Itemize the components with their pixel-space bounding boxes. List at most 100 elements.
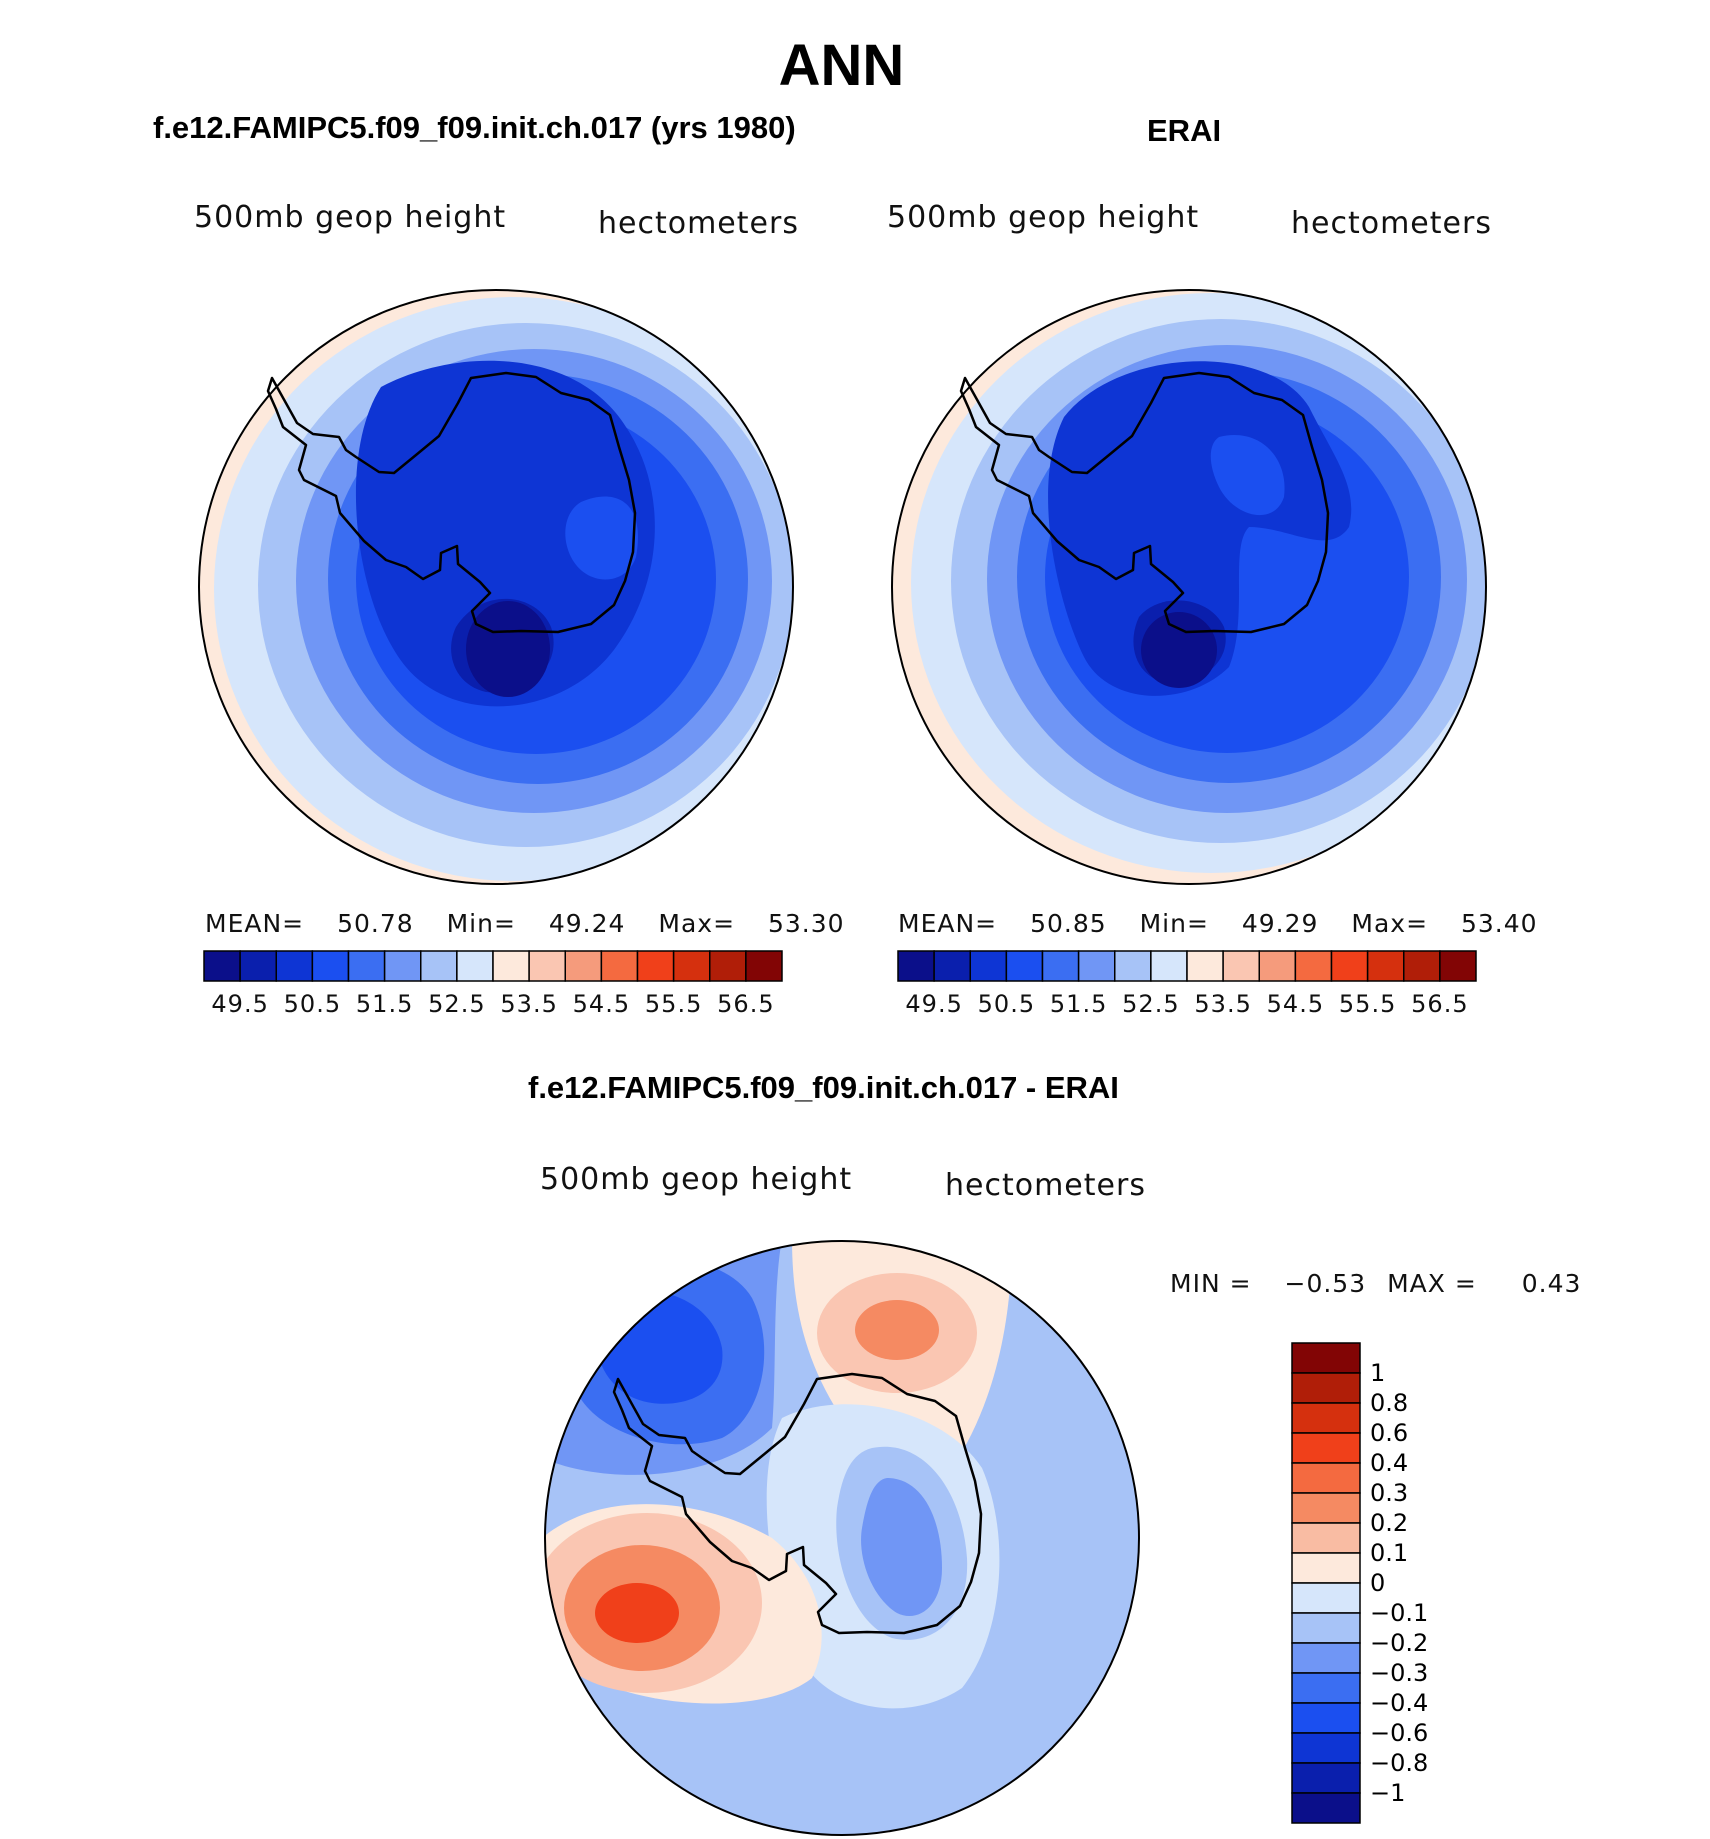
model-mean-value: 50.78 [337, 909, 414, 938]
obs-max-label: Max= [1351, 909, 1429, 938]
colorbar-tick-label: 0.3 [1370, 1479, 1409, 1507]
colorbar-tick-label: 49.5 [211, 990, 269, 1018]
colorbar-swatch [636, 950, 675, 982]
contour-fill [1141, 612, 1217, 688]
diff-minmax: MIN = −0.53 MAX = 0.43 [1170, 1269, 1581, 1298]
colorbar-tick-label: 54.5 [572, 990, 631, 1018]
colorbar-swatch [420, 950, 458, 982]
colorbar-tick-label: 0.6 [1370, 1419, 1409, 1447]
colorbar-tick-label: −0.3 [1370, 1659, 1429, 1687]
colorbar-tick-label: −1 [1370, 1779, 1406, 1807]
map-boundary [198, 289, 794, 885]
colorbar-tick-label: 56.5 [1411, 990, 1469, 1018]
model-colorbar [203, 950, 783, 982]
model-min-label: Min= [446, 909, 516, 938]
figure-title: ANN [778, 33, 905, 98]
diff-map [544, 1240, 1140, 1836]
model-min-value: 49.24 [548, 909, 626, 938]
colorbar-tick-label: 52.5 [1122, 990, 1180, 1018]
colorbar-swatch [933, 950, 971, 982]
colorbar-swatch [1291, 1612, 1361, 1644]
colorbar-swatch [275, 950, 314, 982]
colorbar-swatch [1291, 1432, 1361, 1464]
colorbar-swatch [1005, 950, 1044, 982]
model-variable-label: 500mb geop height [194, 200, 507, 235]
colorbar-swatch [1403, 950, 1441, 982]
obs-max-value: 53.40 [1461, 909, 1538, 938]
model-mean-label: MEAN= [205, 909, 305, 938]
contour-fill [1048, 361, 1352, 696]
diff-variable-label: 500mb geop height [540, 1162, 853, 1197]
colorbar-swatch [1041, 950, 1080, 982]
colorbar-swatch [239, 950, 277, 982]
colorbar-tick-label: 51.5 [1049, 990, 1108, 1018]
colorbar-swatch [203, 950, 241, 982]
colorbar-swatch [1439, 950, 1477, 982]
colorbar-tick-label: 0.8 [1370, 1389, 1409, 1417]
contour-fill [565, 496, 638, 580]
model-units-label: hectometers [598, 206, 799, 241]
coastline [266, 371, 637, 634]
colorbar-tick-label: 51.5 [355, 990, 414, 1018]
obs-min-label: Min= [1139, 909, 1209, 938]
colorbar-swatch [1077, 950, 1116, 982]
obs-stats: MEAN= 50.85 Min= 49.29 Max= 53.40 [898, 909, 1538, 938]
colorbar-swatch [1291, 1732, 1361, 1764]
model-max-label: Max= [658, 909, 736, 938]
colorbar-swatch [745, 950, 783, 982]
colorbar-tick-label: 1 [1370, 1359, 1386, 1387]
colorbar-swatch [1150, 950, 1188, 982]
colorbar-tick-label: 54.5 [1266, 990, 1325, 1018]
colorbar-swatch [492, 950, 530, 982]
colorbar-swatch [1186, 950, 1224, 982]
colorbar-swatch [600, 950, 639, 982]
model-max-value: 53.30 [768, 909, 845, 938]
colorbar-swatch [1291, 1402, 1361, 1434]
colorbar-tick-label: −0.2 [1370, 1629, 1429, 1657]
colorbar-swatch [1222, 950, 1260, 982]
colorbar-tick-label: −0.1 [1370, 1599, 1429, 1627]
contour-fill [855, 1300, 939, 1360]
colorbar-swatch [1291, 1522, 1361, 1554]
colorbar-swatch [1291, 1462, 1361, 1494]
colorbar-tick-label: 55.5 [644, 990, 703, 1018]
colorbar-swatch [456, 950, 494, 982]
map-boundary [891, 289, 1487, 885]
colorbar-tick-label: −0.8 [1370, 1749, 1429, 1777]
diff-max-value: 0.43 [1521, 1269, 1582, 1298]
colorbar-swatch [1291, 1552, 1361, 1584]
colorbar-tick-label: 0 [1370, 1569, 1386, 1597]
model-stats: MEAN= 50.78 Min= 49.24 Max= 53.30 [205, 909, 845, 938]
colorbar-tick-label: 0.4 [1370, 1449, 1409, 1477]
colorbar-swatch [1291, 1702, 1361, 1734]
diff-max-label: MAX = [1387, 1269, 1477, 1298]
colorbar-tick-label: −0.4 [1370, 1689, 1429, 1717]
colorbar-swatch [1291, 1642, 1361, 1674]
obs-panel-title: ERAI [1147, 113, 1222, 148]
obs-colorbar [897, 950, 1477, 982]
colorbar-tick-label: 53.5 [500, 990, 558, 1018]
colorbar-tick-label: 50.5 [977, 990, 1036, 1018]
colorbar-swatch [564, 950, 603, 982]
colorbar-swatch [1291, 1492, 1361, 1524]
colorbar-swatch [1291, 1582, 1361, 1614]
colorbar-swatch [1114, 950, 1152, 982]
colorbar-swatch [347, 950, 386, 982]
contour-fill [466, 601, 550, 697]
colorbar-swatch [1291, 1372, 1361, 1404]
model-panel-title: f.e12.FAMIPC5.f09_f09.init.ch.017 (yrs 1… [153, 110, 796, 145]
colorbar-swatch [528, 950, 566, 982]
colorbar-swatch [1294, 950, 1333, 982]
colorbar-swatch [383, 950, 422, 982]
colorbar-swatch [1258, 950, 1297, 982]
colorbar-swatch [1291, 1342, 1361, 1374]
colorbar-tick-label: 52.5 [428, 990, 486, 1018]
contour-fill [1210, 435, 1285, 516]
map-boundary [544, 1240, 1140, 1836]
contour-fill [861, 1478, 942, 1616]
diff-panel-title: f.e12.FAMIPC5.f09_f09.init.ch.017 - ERAI [528, 1070, 1119, 1105]
colorbar-swatch [1330, 950, 1369, 982]
colorbar-swatch [709, 950, 747, 982]
coastline [612, 1372, 983, 1635]
colorbar-swatch [969, 950, 1008, 982]
